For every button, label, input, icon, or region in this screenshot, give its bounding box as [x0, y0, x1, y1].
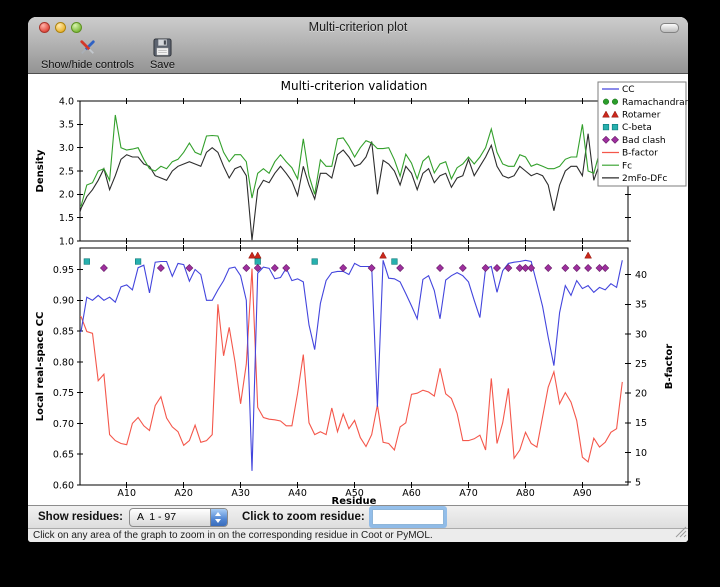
cc-ylabel: Local real-space CC: [35, 312, 46, 422]
show-hide-controls-button[interactable]: Show/hide controls: [41, 37, 134, 71]
svg-text:1.0: 1.0: [59, 236, 74, 247]
bfactor-ylabel: B-factor: [664, 344, 675, 389]
svg-text:B-factor: B-factor: [622, 149, 658, 159]
svg-text:Ramachandran: Ramachandran: [622, 98, 688, 108]
minimize-button[interactable]: [55, 22, 66, 33]
Fc-line: [80, 114, 623, 208]
svg-text:1.5: 1.5: [59, 213, 74, 224]
c_beta-outlier-markers: [83, 258, 398, 265]
tools-icon: [76, 37, 99, 58]
toolbar-toggle-lozenge[interactable]: [660, 23, 679, 33]
stepper-arrows-icon: [210, 508, 227, 526]
figure-canvas[interactable]: Multi-criterion validation 1.0 1.5 2.0 2.5 3.…: [28, 74, 688, 507]
plot-legend: CC Ramachandran Rotamer C-beta Bad clash B-fa…: [597, 81, 688, 187]
rotamer-outlier-markers: [248, 251, 592, 259]
window-title: Multi-criterion plot: [308, 20, 408, 34]
residue-range-value: A 1 - 97: [137, 510, 177, 523]
svg-text:C-beta: C-beta: [622, 123, 652, 133]
svg-text:A70: A70: [459, 488, 478, 499]
svg-text:20: 20: [635, 389, 647, 400]
svg-text:0.85: 0.85: [53, 327, 74, 338]
show-residues-label: Show residues:: [38, 511, 123, 523]
svg-text:3.5: 3.5: [59, 120, 74, 131]
svg-text:0.80: 0.80: [53, 357, 74, 368]
cc-line: [80, 259, 623, 471]
save-icon: [153, 37, 172, 58]
svg-text:Bad clash: Bad clash: [622, 136, 666, 146]
svg-text:25: 25: [635, 359, 647, 370]
toolbar: Show/hide controls Save: [28, 37, 688, 73]
svg-text:A10: A10: [117, 488, 136, 499]
svg-text:3.0: 3.0: [59, 143, 74, 154]
density-ylabel: Density: [35, 149, 46, 192]
status-text: Click on any area of the graph to zoom i…: [33, 530, 433, 541]
save-button[interactable]: Save: [150, 37, 175, 71]
tool-label: Save: [149, 59, 176, 71]
close-button[interactable]: [39, 22, 50, 33]
svg-text:0.65: 0.65: [53, 450, 74, 461]
zoom-button[interactable]: [71, 22, 82, 33]
svg-text:0.60: 0.60: [53, 480, 74, 491]
svg-text:A60: A60: [402, 488, 421, 499]
cc-bfactor-axes: A10 A20 A30 A40 A50 A60 A70 A80 A90 0.60 0.65 0.70 0…: [35, 245, 675, 507]
svg-text:0.95: 0.95: [53, 265, 74, 276]
svg-text:2.0: 2.0: [59, 190, 74, 201]
svg-text:2.5: 2.5: [59, 166, 74, 177]
matplotlib-plot[interactable]: Multi-criterion validation 1.0 1.5 2.0 2.5 3.…: [28, 74, 688, 507]
svg-text:2mFo-DFc: 2mFo-DFc: [622, 174, 667, 184]
svg-text:A30: A30: [231, 488, 250, 499]
bad_clash-outlier-markers: [99, 264, 610, 272]
svg-text:0.90: 0.90: [53, 296, 74, 307]
zoom-residue-label: Click to zoom residue:: [242, 511, 365, 523]
app-window: Multi-criterion plot: [28, 17, 688, 542]
residue-xlabel: Residue: [332, 496, 377, 505]
svg-text:30: 30: [635, 329, 647, 340]
svg-text:15: 15: [635, 418, 647, 429]
bfactor-line: [80, 268, 623, 463]
svg-text:A90: A90: [573, 488, 592, 499]
svg-text:40: 40: [635, 270, 647, 281]
title-bar[interactable]: Multi-criterion plot: [28, 17, 688, 37]
svg-text:5: 5: [635, 477, 641, 488]
resize-grip-icon[interactable]: [674, 525, 687, 542]
svg-text:4.0: 4.0: [59, 96, 74, 107]
svg-text:A40: A40: [288, 488, 307, 499]
svg-text:A80: A80: [516, 488, 535, 499]
2mFo-DFc-line: [80, 133, 623, 241]
svg-text:0.70: 0.70: [53, 419, 74, 430]
figure-title: Multi-criterion validation: [281, 79, 428, 93]
svg-text:Rotamer: Rotamer: [622, 111, 661, 121]
svg-text:A50: A50: [345, 488, 364, 499]
svg-text:10: 10: [635, 448, 647, 459]
status-bar: Click on any area of the graph to zoom i…: [28, 525, 688, 542]
svg-text:Fc: Fc: [622, 161, 632, 171]
tool-label: Show/hide controls: [41, 59, 134, 71]
window-header: Multi-criterion plot: [28, 17, 688, 74]
controls-bar: Show residues: A 1 - 97 Click to zoom re…: [28, 505, 688, 528]
density-axes: 1.0 1.5 2.0 2.5 3.0 3.5 4.0 Density: [35, 96, 631, 247]
svg-text:A20: A20: [174, 488, 193, 499]
svg-text:0.75: 0.75: [53, 388, 74, 399]
svg-text:CC: CC: [622, 85, 635, 95]
svg-text:35: 35: [635, 300, 647, 311]
zoom-residue-input[interactable]: [371, 509, 444, 525]
residue-range-popup[interactable]: A 1 - 97: [129, 507, 228, 527]
